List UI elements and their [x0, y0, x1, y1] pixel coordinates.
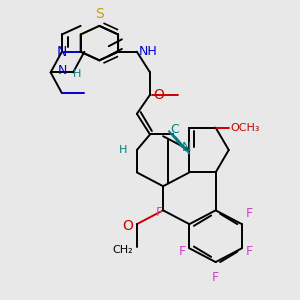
Text: OCH₃: OCH₃ [231, 123, 260, 133]
Text: O: O [122, 219, 133, 233]
Text: N: N [58, 64, 68, 77]
Text: S: S [95, 7, 104, 21]
Text: N: N [182, 141, 191, 154]
Text: N: N [57, 45, 67, 59]
Text: CH₂: CH₂ [112, 245, 133, 255]
Text: H: H [73, 69, 82, 79]
Text: O: O [154, 88, 165, 102]
Text: F: F [246, 207, 253, 220]
Text: H: H [119, 145, 128, 155]
Text: C: C [171, 123, 179, 136]
Text: NH: NH [139, 45, 158, 58]
Text: F: F [178, 245, 186, 258]
Text: F: F [212, 271, 219, 284]
Text: F: F [246, 245, 253, 258]
Text: F: F [156, 206, 163, 219]
